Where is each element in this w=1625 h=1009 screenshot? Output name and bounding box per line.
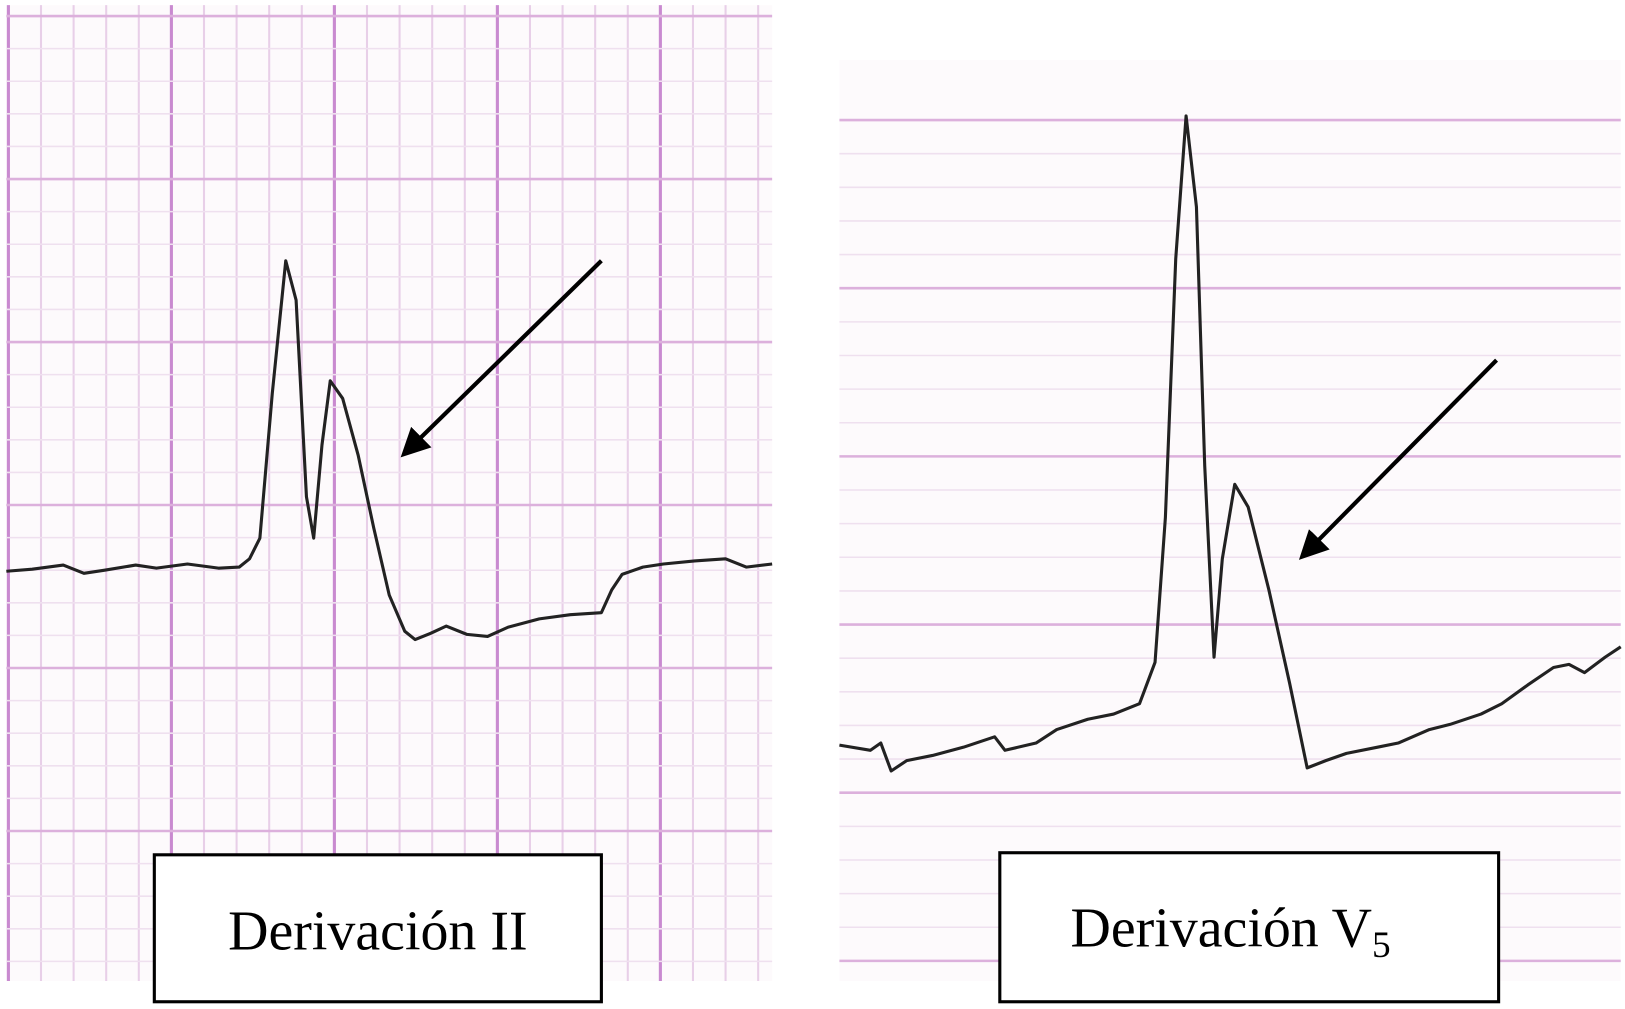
grid-paper bbox=[6, 5, 773, 982]
ecg-trace-lead-v5 bbox=[839, 114, 1622, 773]
label-box-right bbox=[998, 851, 1501, 1004]
arrow-left bbox=[400, 259, 603, 458]
ecg-grid-left bbox=[6, 5, 773, 982]
arrow-right bbox=[1298, 358, 1499, 560]
panel-label-main: Derivación V bbox=[1071, 897, 1373, 959]
panel-label-subscript: 5 bbox=[1372, 924, 1391, 965]
panel-label: Derivación V5 bbox=[1071, 897, 1391, 965]
label-box-left bbox=[152, 853, 603, 1004]
ecg-trace-lead-ii bbox=[6, 259, 773, 642]
panel-label: Derivación II bbox=[228, 900, 527, 962]
